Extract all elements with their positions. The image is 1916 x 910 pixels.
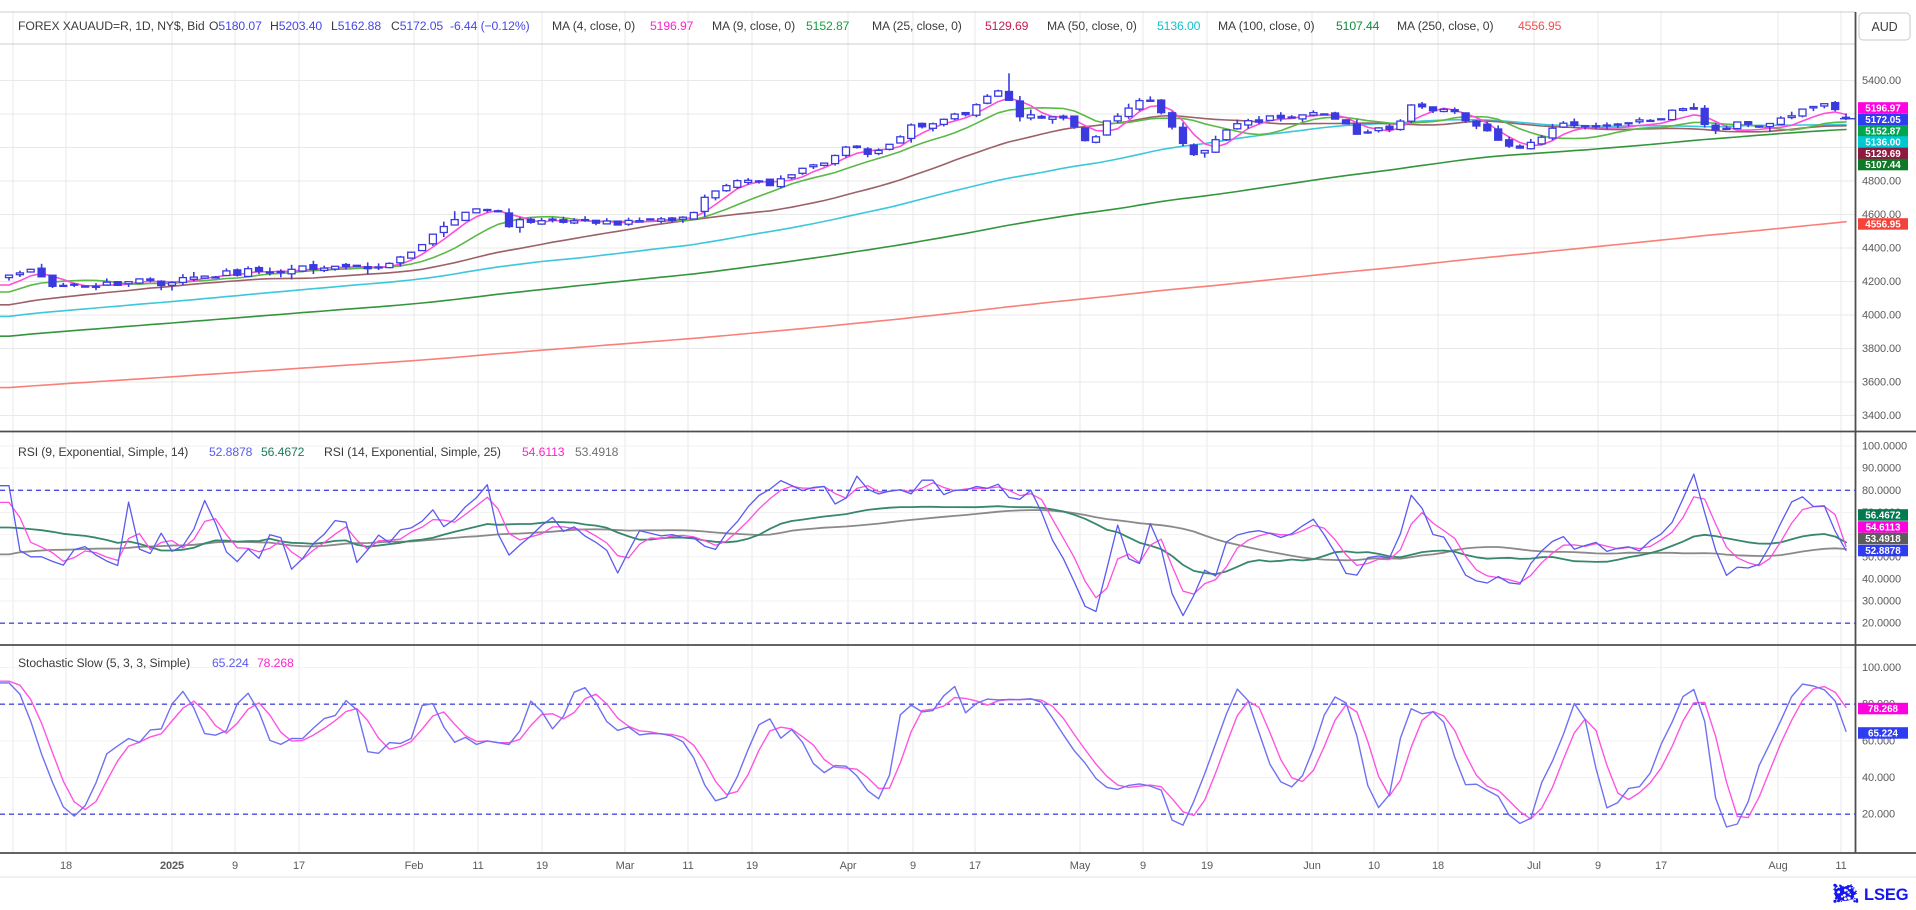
svg-text:9: 9 bbox=[1140, 860, 1146, 872]
svg-text:78.268: 78.268 bbox=[257, 656, 294, 670]
svg-text:3800.00: 3800.00 bbox=[1862, 343, 1901, 355]
svg-text:MA (9, close, 0): MA (9, close, 0) bbox=[712, 19, 795, 33]
svg-text:9: 9 bbox=[232, 860, 238, 872]
svg-text:FOREX XAUAUD=R, 1D, NY$, Bid: FOREX XAUAUD=R, 1D, NY$, Bid bbox=[18, 19, 205, 33]
svg-text:90.0000: 90.0000 bbox=[1862, 463, 1901, 475]
svg-text:40.000: 40.000 bbox=[1862, 772, 1895, 784]
svg-text:19: 19 bbox=[1201, 860, 1213, 872]
svg-text:78.268: 78.268 bbox=[1868, 704, 1899, 715]
svg-text:19: 19 bbox=[536, 860, 548, 872]
svg-text:54.6113: 54.6113 bbox=[522, 445, 565, 459]
svg-text:Aug: Aug bbox=[1768, 860, 1787, 872]
svg-text:5129.69: 5129.69 bbox=[1865, 149, 1901, 160]
svg-text:MA (250, close, 0): MA (250, close, 0) bbox=[1397, 19, 1493, 33]
svg-text:11: 11 bbox=[472, 860, 483, 872]
svg-text:4800.00: 4800.00 bbox=[1862, 176, 1901, 188]
svg-text:10: 10 bbox=[1368, 860, 1380, 872]
svg-text:80.0000: 80.0000 bbox=[1862, 485, 1901, 497]
svg-text:5107.44: 5107.44 bbox=[1336, 19, 1380, 33]
svg-text:MA (25, close, 0): MA (25, close, 0) bbox=[872, 19, 962, 33]
svg-text:MA (50, close, 0): MA (50, close, 0) bbox=[1047, 19, 1137, 33]
svg-text:Feb: Feb bbox=[405, 860, 424, 872]
svg-text:-6.44 (−0.12%): -6.44 (−0.12%) bbox=[450, 19, 530, 33]
svg-text:LSEG: LSEG bbox=[1864, 886, 1909, 904]
svg-text:Apr: Apr bbox=[840, 860, 857, 872]
svg-text:20.0000: 20.0000 bbox=[1862, 618, 1901, 630]
svg-text:52.8878: 52.8878 bbox=[209, 445, 253, 459]
svg-text:5172.05: 5172.05 bbox=[1865, 115, 1901, 126]
svg-text:65.224: 65.224 bbox=[1868, 729, 1899, 740]
svg-text:4400.00: 4400.00 bbox=[1862, 243, 1901, 255]
svg-text:May: May bbox=[1070, 860, 1091, 872]
svg-text:5196.97: 5196.97 bbox=[650, 19, 694, 33]
svg-text:AUD: AUD bbox=[1871, 20, 1897, 34]
svg-text:C5172.05: C5172.05 bbox=[391, 19, 443, 33]
svg-text:17: 17 bbox=[1655, 860, 1667, 872]
svg-text:2025: 2025 bbox=[160, 860, 184, 872]
svg-text:4556.95: 4556.95 bbox=[1865, 220, 1901, 231]
svg-text:3600.00: 3600.00 bbox=[1862, 377, 1901, 389]
svg-text:RSI (9, Exponential, Simple, 1: RSI (9, Exponential, Simple, 14) bbox=[18, 445, 188, 459]
svg-text:18: 18 bbox=[60, 860, 72, 872]
svg-text:4600.00: 4600.00 bbox=[1862, 209, 1901, 221]
svg-text:53.4918: 53.4918 bbox=[1865, 534, 1901, 545]
svg-text:5400.00: 5400.00 bbox=[1862, 75, 1901, 87]
svg-text:5196.97: 5196.97 bbox=[1865, 104, 1901, 115]
svg-text:54.6113: 54.6113 bbox=[1866, 523, 1901, 534]
svg-text:11: 11 bbox=[1835, 860, 1846, 872]
svg-text:19: 19 bbox=[746, 860, 758, 872]
svg-text:56.4672: 56.4672 bbox=[261, 445, 305, 459]
svg-text:O5180.07: O5180.07 bbox=[209, 19, 262, 33]
svg-text:4556.95: 4556.95 bbox=[1518, 19, 1562, 33]
svg-text:53.4918: 53.4918 bbox=[575, 445, 619, 459]
svg-text:40.0000: 40.0000 bbox=[1862, 573, 1901, 585]
svg-text:5136.00: 5136.00 bbox=[1865, 138, 1901, 149]
svg-text:MA (100, close, 0): MA (100, close, 0) bbox=[1218, 19, 1314, 33]
svg-text:3400.00: 3400.00 bbox=[1862, 410, 1901, 422]
svg-text:4000.00: 4000.00 bbox=[1862, 310, 1901, 322]
svg-text:11: 11 bbox=[682, 860, 693, 872]
svg-text:5152.87: 5152.87 bbox=[806, 19, 850, 33]
svg-text:17: 17 bbox=[969, 860, 981, 872]
svg-text:18: 18 bbox=[1432, 860, 1444, 872]
svg-text:MA (4, close, 0): MA (4, close, 0) bbox=[552, 19, 635, 33]
svg-text:Jun: Jun bbox=[1303, 860, 1320, 872]
svg-text:RSI (14, Exponential, Simple,: RSI (14, Exponential, Simple, 25) bbox=[324, 445, 501, 459]
svg-text:52.8878: 52.8878 bbox=[1865, 546, 1901, 557]
svg-text:9: 9 bbox=[910, 860, 916, 872]
svg-text:56.4672: 56.4672 bbox=[1865, 511, 1901, 522]
svg-text:H5203.40: H5203.40 bbox=[270, 19, 322, 33]
svg-text:Stochastic Slow (5, 3, 3, Simp: Stochastic Slow (5, 3, 3, Simple) bbox=[18, 656, 190, 670]
svg-text:65.224: 65.224 bbox=[212, 656, 249, 670]
svg-text:4200.00: 4200.00 bbox=[1862, 276, 1901, 288]
svg-text:17: 17 bbox=[293, 860, 305, 872]
svg-text:Jul: Jul bbox=[1527, 860, 1541, 872]
svg-text:100.000: 100.000 bbox=[1862, 662, 1901, 674]
svg-text:5152.87: 5152.87 bbox=[1865, 126, 1901, 137]
svg-text:5136.00: 5136.00 bbox=[1157, 19, 1201, 33]
svg-text:L5162.88: L5162.88 bbox=[331, 19, 381, 33]
svg-text:5107.44: 5107.44 bbox=[1865, 160, 1901, 171]
svg-text:9: 9 bbox=[1595, 860, 1601, 872]
svg-text:100.0000: 100.0000 bbox=[1862, 441, 1907, 453]
svg-text:30.0000: 30.0000 bbox=[1862, 596, 1901, 608]
svg-text:20.000: 20.000 bbox=[1862, 809, 1895, 821]
svg-text:5129.69: 5129.69 bbox=[985, 19, 1029, 33]
svg-text:Mar: Mar bbox=[616, 860, 635, 872]
